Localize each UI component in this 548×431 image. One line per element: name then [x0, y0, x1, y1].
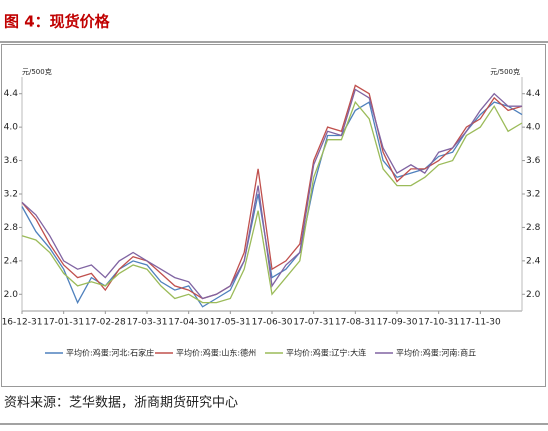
legend-label: 平均价:鸡蛋:辽宁:大连 [286, 348, 366, 358]
x-tick-label: 17-06-30 [252, 318, 293, 328]
x-tick-label: 17-01-31 [43, 318, 84, 328]
y-tick-label: 4.0 [4, 123, 19, 133]
series-line [21, 84, 523, 300]
y2-tick-label: 2.4 [526, 256, 541, 266]
series-line [21, 101, 523, 308]
y-tick-label: 2.4 [4, 256, 19, 266]
y2-tick-label: 2.8 [526, 223, 541, 233]
y2-tick-label: 3.2 [526, 190, 540, 200]
x-tick-label: 17-03-31 [127, 318, 168, 328]
y-unit: 元/500克 [22, 68, 52, 76]
y-tick-label: 3.2 [4, 190, 18, 200]
series-line [21, 100, 523, 304]
chart-frame [1, 44, 546, 387]
y-tick-label: 2.8 [4, 223, 19, 233]
x-tick-label: 17-07-31 [293, 318, 334, 328]
x-tick-label: 17-02-28 [85, 318, 126, 328]
legend-label: 平均价:鸡蛋:山东:德州 [176, 348, 256, 358]
chart-title: 图 4：现货价格 [4, 13, 111, 31]
series-line [21, 88, 522, 300]
y-tick-label: 3.6 [4, 156, 19, 166]
legend-label: 平均价:鸡蛋:河北:石家庄 [66, 348, 154, 358]
legend-label: 平均价:鸡蛋:河南:商丘 [396, 348, 476, 358]
y2-tick-label: 4.0 [526, 123, 541, 133]
x-tick-label: 17-10-31 [418, 318, 459, 328]
x-tick-label: 17-09-30 [377, 318, 418, 328]
y2-tick-label: 2.0 [526, 290, 541, 300]
y-tick-label: 2.0 [4, 290, 19, 300]
y2-unit: 元/500克 [490, 68, 520, 76]
x-tick-label: 17-11-30 [460, 318, 501, 328]
y2-tick-label: 3.6 [526, 156, 541, 166]
x-tick-label: 16-12-31 [2, 318, 43, 328]
y-tick-label: 4.4 [4, 89, 19, 99]
x-tick-label: 17-05-31 [210, 318, 251, 328]
y2-tick-label: 4.4 [526, 89, 541, 99]
x-tick-label: 17-04-30 [168, 318, 209, 328]
source: 资料来源：芝华数据，浙商期货研究中心 [4, 395, 238, 411]
x-tick-label: 17-08-31 [335, 318, 376, 328]
